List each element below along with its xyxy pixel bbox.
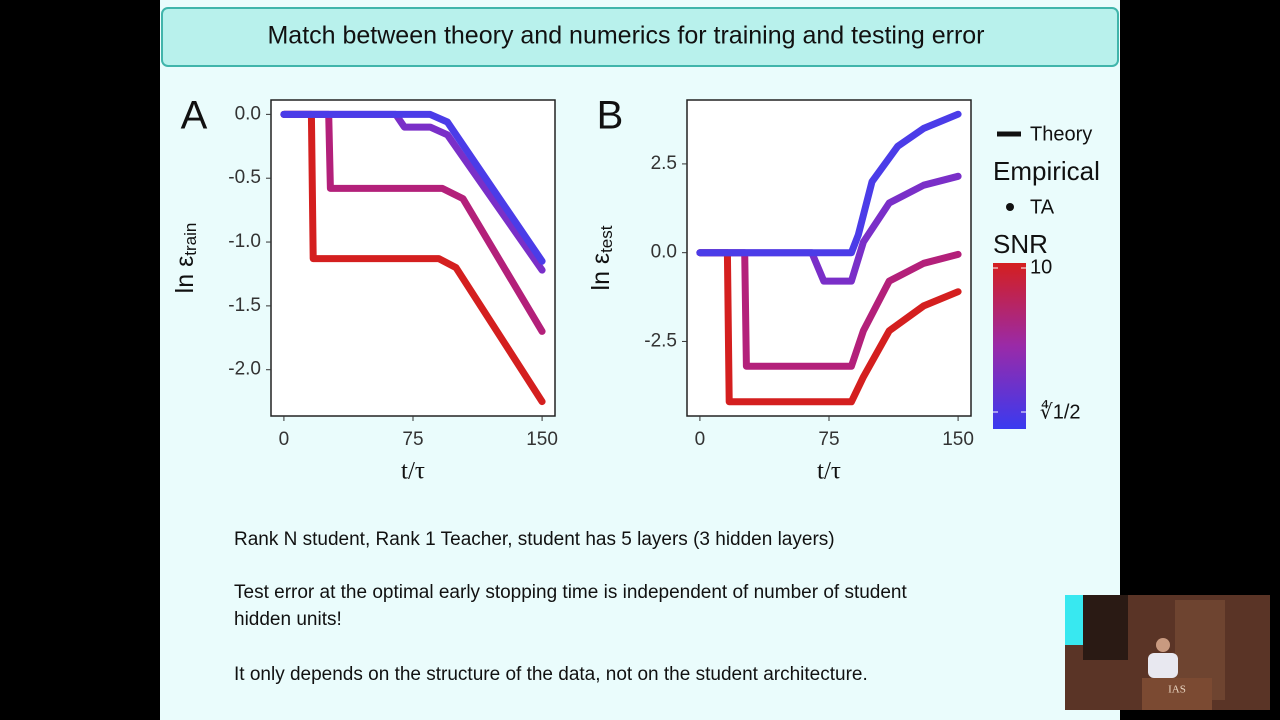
note-text: hidden units! bbox=[234, 609, 342, 630]
wall bbox=[1083, 595, 1128, 660]
x-axis-label: t/τ bbox=[817, 458, 841, 485]
podium-text: IAS bbox=[1168, 684, 1186, 696]
speaker-body bbox=[1148, 653, 1178, 678]
series-line bbox=[696, 249, 962, 406]
colorbar bbox=[993, 263, 1026, 429]
y-axis-label-sub: train bbox=[181, 223, 200, 256]
note-text: It only depends on the structure of the … bbox=[234, 664, 868, 685]
y-tick-label: -2.5 bbox=[644, 330, 677, 351]
y-axis-label-sub: test bbox=[597, 225, 616, 253]
podium bbox=[1142, 678, 1212, 710]
y-tick-label: 0.0 bbox=[235, 103, 261, 124]
series-line bbox=[280, 110, 546, 265]
x-tick-label: 0 bbox=[279, 429, 290, 450]
x-tick-label: 75 bbox=[818, 429, 839, 450]
series-line bbox=[696, 172, 962, 285]
note-text: Rank N student, Rank 1 Teacher, student … bbox=[234, 529, 835, 550]
panel-letter: A bbox=[181, 94, 208, 138]
series-line bbox=[696, 110, 962, 257]
series-line bbox=[696, 249, 962, 370]
y-tick-label: -0.5 bbox=[228, 167, 261, 188]
speaker-head bbox=[1156, 638, 1170, 652]
panel-letter: B bbox=[597, 94, 624, 138]
colorbar-bottom-label: ∜1/2 bbox=[1040, 399, 1081, 423]
title-box bbox=[161, 7, 1119, 67]
legend-title: Empirical bbox=[993, 156, 1100, 186]
y-tick-label: 2.5 bbox=[651, 153, 677, 174]
y-tick-label: -2.0 bbox=[228, 359, 261, 380]
y-tick-label: 0.0 bbox=[651, 242, 677, 263]
legend-dot bbox=[1006, 203, 1014, 211]
x-tick-label: 150 bbox=[526, 429, 558, 450]
colorbar-title: SNR bbox=[993, 229, 1048, 259]
x-tick-label: 0 bbox=[695, 429, 706, 450]
video-inset: IAS bbox=[1065, 595, 1270, 710]
note-text: Test error at the optimal early stopping… bbox=[234, 582, 907, 603]
y-axis-label-main: ln ε bbox=[587, 253, 615, 291]
legend-empirical: TA bbox=[1030, 196, 1055, 218]
screen-glow bbox=[1065, 595, 1083, 645]
slide-title: Match between theory and numerics for tr… bbox=[267, 22, 984, 50]
y-tick-label: -1.0 bbox=[228, 231, 261, 252]
x-tick-label: 150 bbox=[942, 429, 974, 450]
y-axis-label: ln εtest bbox=[587, 225, 617, 290]
legend: Theory Empirical TA SNR 10 ∜1/2 bbox=[993, 123, 1100, 429]
y-tick-label: -1.5 bbox=[228, 295, 261, 316]
x-axis-label: t/τ bbox=[401, 458, 425, 485]
y-axis-label: ln εtrain bbox=[171, 223, 201, 294]
colorbar-top-label: 10 bbox=[1030, 256, 1052, 278]
legend-theory: Theory bbox=[1030, 123, 1092, 145]
y-axis-label-main: ln ε bbox=[171, 256, 199, 294]
x-tick-label: 75 bbox=[402, 429, 423, 450]
